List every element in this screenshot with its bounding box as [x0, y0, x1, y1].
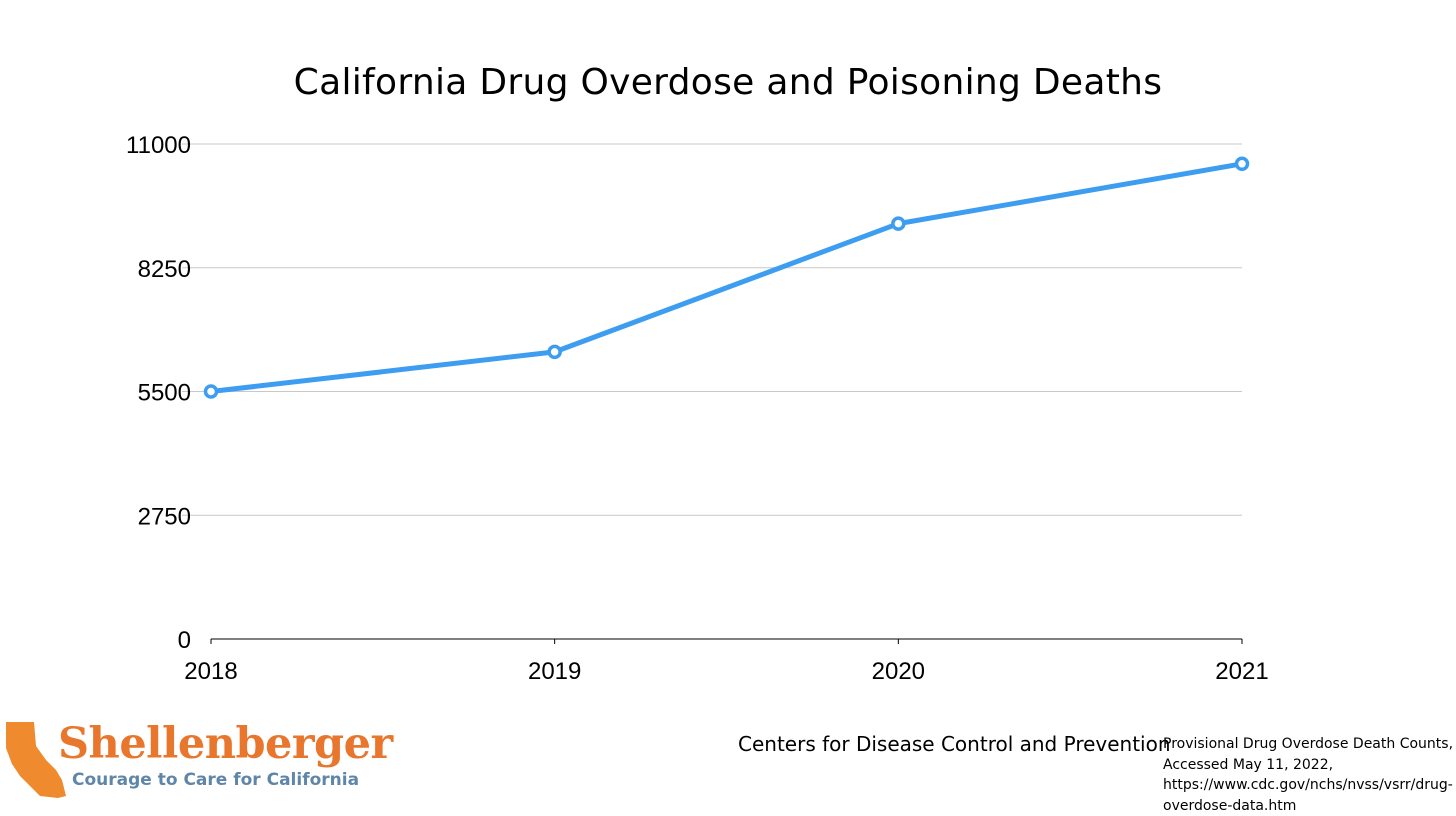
gridlines [182, 144, 1242, 515]
data-point [893, 218, 904, 229]
x-tick-label: 2019 [528, 658, 581, 685]
y-tick-label: 5500 [138, 380, 191, 407]
tick-labels: 0 2750 5500 8250 11000 2018 2019 2020 2021 [126, 132, 1269, 685]
source-line: overdose-data.htm [1163, 796, 1455, 816]
source-line: Accessed May 11, 2022, [1163, 755, 1455, 776]
data-point [206, 386, 217, 397]
x-tick-label: 2020 [872, 658, 925, 685]
y-tick-label: 8250 [138, 256, 191, 283]
data-point [1237, 158, 1248, 169]
line-chart: 0 2750 5500 8250 11000 2018 2019 2020 2021 [0, 0, 1456, 700]
data-point [549, 346, 560, 357]
x-tick-label: 2018 [184, 658, 237, 685]
source-line: https://www.cdc.gov/nchs/nvss/vsrr/drug- [1163, 775, 1455, 796]
source-organization: Centers for Disease Control and Preventi… [738, 730, 1171, 758]
y-tick-label: 0 [178, 627, 191, 654]
series-line [211, 164, 1242, 392]
logo-name: Shellenberger [58, 716, 393, 772]
source-line: Provisional Drug Overdose Death Counts, [1163, 734, 1455, 755]
series [206, 158, 1248, 397]
axes [211, 639, 1242, 644]
y-tick-label: 2750 [138, 503, 191, 530]
y-tick-label: 11000 [126, 132, 191, 159]
x-tick-label: 2021 [1215, 658, 1268, 685]
source-details: Provisional Drug Overdose Death Counts, … [1163, 734, 1455, 816]
logo-tagline: Courage to Care for California [72, 768, 359, 792]
